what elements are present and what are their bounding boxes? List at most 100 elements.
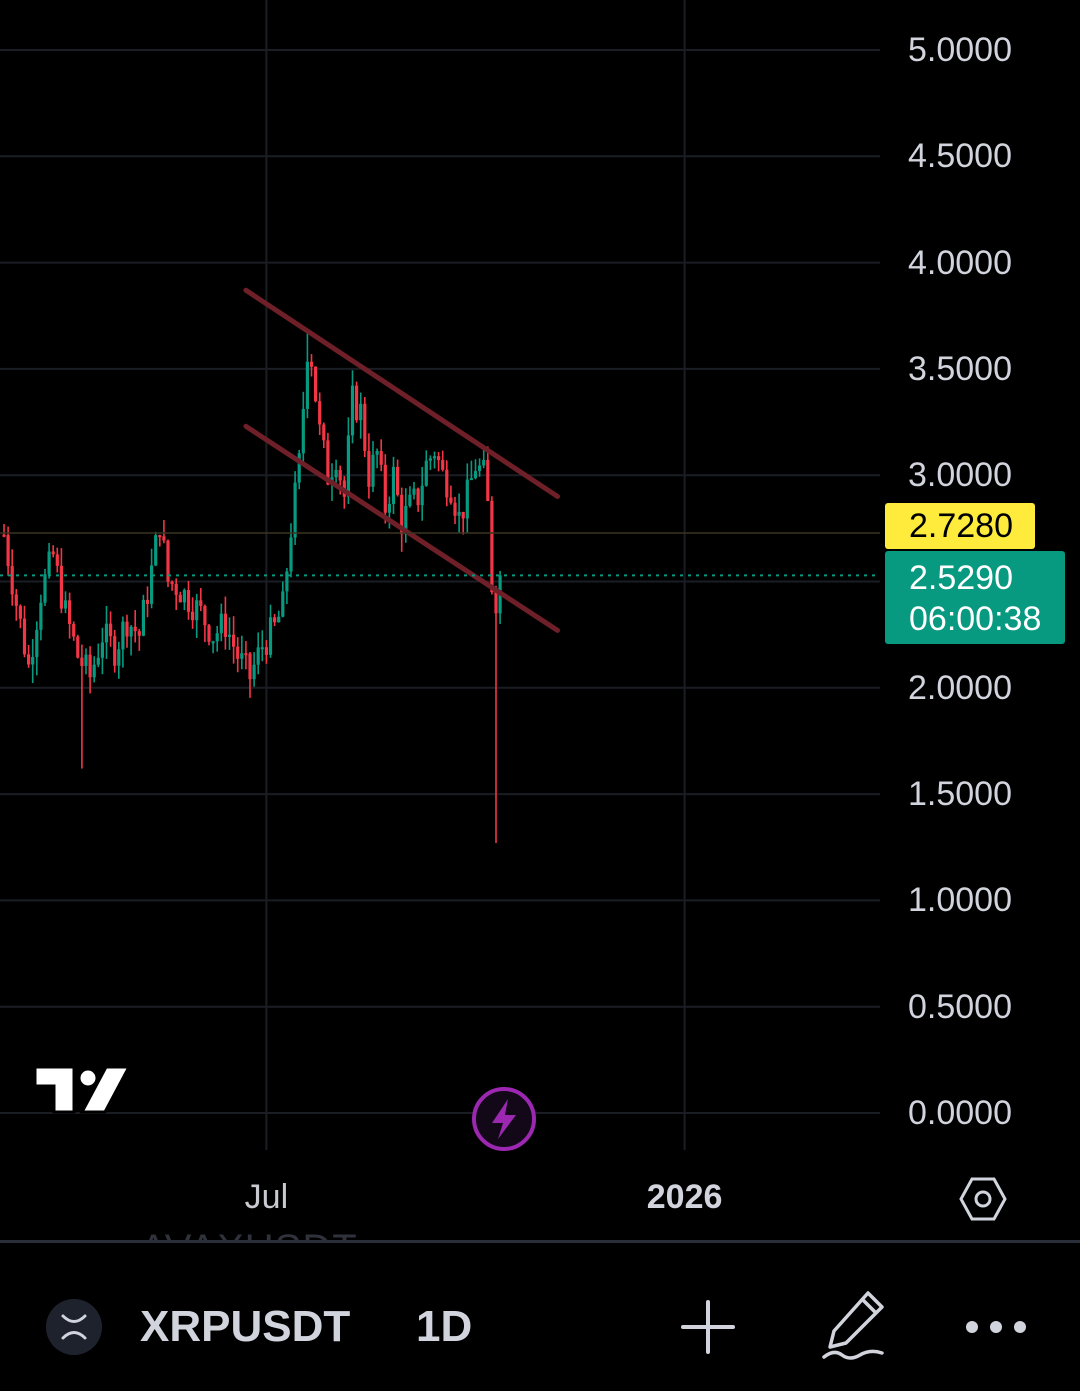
candle-body [158,535,162,538]
candle-body [424,460,428,486]
candle-body [379,451,383,465]
plus-icon[interactable] [680,1299,736,1355]
price-lines [0,532,880,577]
candle-body [371,454,375,487]
candle-body [408,494,412,506]
candle-body [137,631,141,636]
candle-body [141,599,145,636]
candle-body [441,460,445,470]
candle-body [129,626,133,637]
candle-body [314,366,318,402]
candle-body [359,403,363,421]
candle-body [154,535,158,566]
divider [0,1240,1080,1243]
candle-body [22,618,27,655]
candle-body [486,459,490,501]
candle-body [305,361,309,409]
candle-body [109,623,113,637]
candle-body [293,482,297,538]
candle-body [391,466,396,504]
candle-body [453,502,457,516]
candle-body [18,605,22,619]
y-tick-label: 3.5000 [908,349,1012,388]
candle-body [387,503,391,513]
candle-body [199,600,203,607]
grid-lines [0,0,880,1150]
candle-body [494,592,498,614]
candle-body [260,647,264,650]
candle-body [150,565,154,604]
y-tick-label: 4.0000 [908,243,1012,282]
candle-body [277,616,281,623]
y-tick-label: 3.0000 [908,456,1012,495]
candle-body [43,574,47,603]
bottom-toolbar: XRPUSDT 1D [0,1243,1080,1391]
candle-body [363,403,367,451]
candle-body [47,551,51,575]
candle-body [469,478,473,481]
candle-body [346,435,350,497]
candle-body [465,479,469,519]
chart-area[interactable]: 5.0000 4.5000 4.0000 3.5000 3.0000 2.0000 1.50… [0,0,1080,1240]
y-tick-label: 1.5000 [908,775,1012,814]
channel-lines[interactable] [243,287,560,633]
candle-body [211,641,215,644]
candle-body [125,621,129,637]
candle-body [404,505,408,535]
candle-body [256,647,260,665]
candle-body [100,642,104,658]
candle-body [55,554,59,566]
candle-body [76,636,80,658]
candle-body [285,571,289,592]
prev-close-label: 2.7280 [885,503,1035,549]
more-icon[interactable] [964,1307,1028,1347]
close-icon[interactable] [46,1299,102,1355]
candle-body [449,497,453,503]
candle-body [195,600,199,621]
channel-line-upper [243,287,560,499]
candle-body [203,606,207,626]
candle-body [92,664,96,678]
lightning-icon[interactable] [470,1085,538,1153]
candle-body [223,613,227,637]
price-chart[interactable] [0,0,1080,1240]
candle-body [367,450,371,487]
candle-body [215,633,219,642]
candle-body [338,469,342,481]
interval-selector[interactable]: 1D [416,1302,473,1351]
pencil-icon[interactable] [820,1289,886,1361]
candle-body [174,584,178,595]
candle-body [133,626,137,632]
bar-countdown: 06:00:38 [909,600,1042,638]
candle-body [416,488,420,506]
candle-body [420,485,424,506]
candle-body [63,600,68,609]
candle-body [170,581,174,585]
y-tick-label: 2.0000 [908,668,1012,707]
candle-body [301,408,305,454]
candle-body [350,385,355,436]
candle-body [219,613,223,634]
symbol-selector[interactable]: XRPUSDT [140,1302,351,1351]
candle-body [207,625,211,642]
settings-icon[interactable] [958,1174,1008,1224]
candle-body [252,664,256,680]
candle-body [437,456,441,461]
candle-body [191,611,195,621]
candle-body [473,471,478,479]
candle-body [39,602,43,630]
candle-body [59,565,63,609]
candle-body [244,653,248,656]
tradingview-logo[interactable] [32,1062,132,1116]
candle-body [117,649,121,666]
candle-body [478,465,482,472]
candle-body [51,551,55,555]
candle-body [383,464,387,513]
y-tick-label: 0.5000 [908,987,1012,1026]
candle-body [31,657,35,665]
candle-body [113,636,117,666]
candle-body [248,653,252,680]
candle-body [400,494,404,535]
y-tick-label: 0.0000 [908,1094,1012,1132]
y-tick-label: 5.0000 [908,31,1012,69]
